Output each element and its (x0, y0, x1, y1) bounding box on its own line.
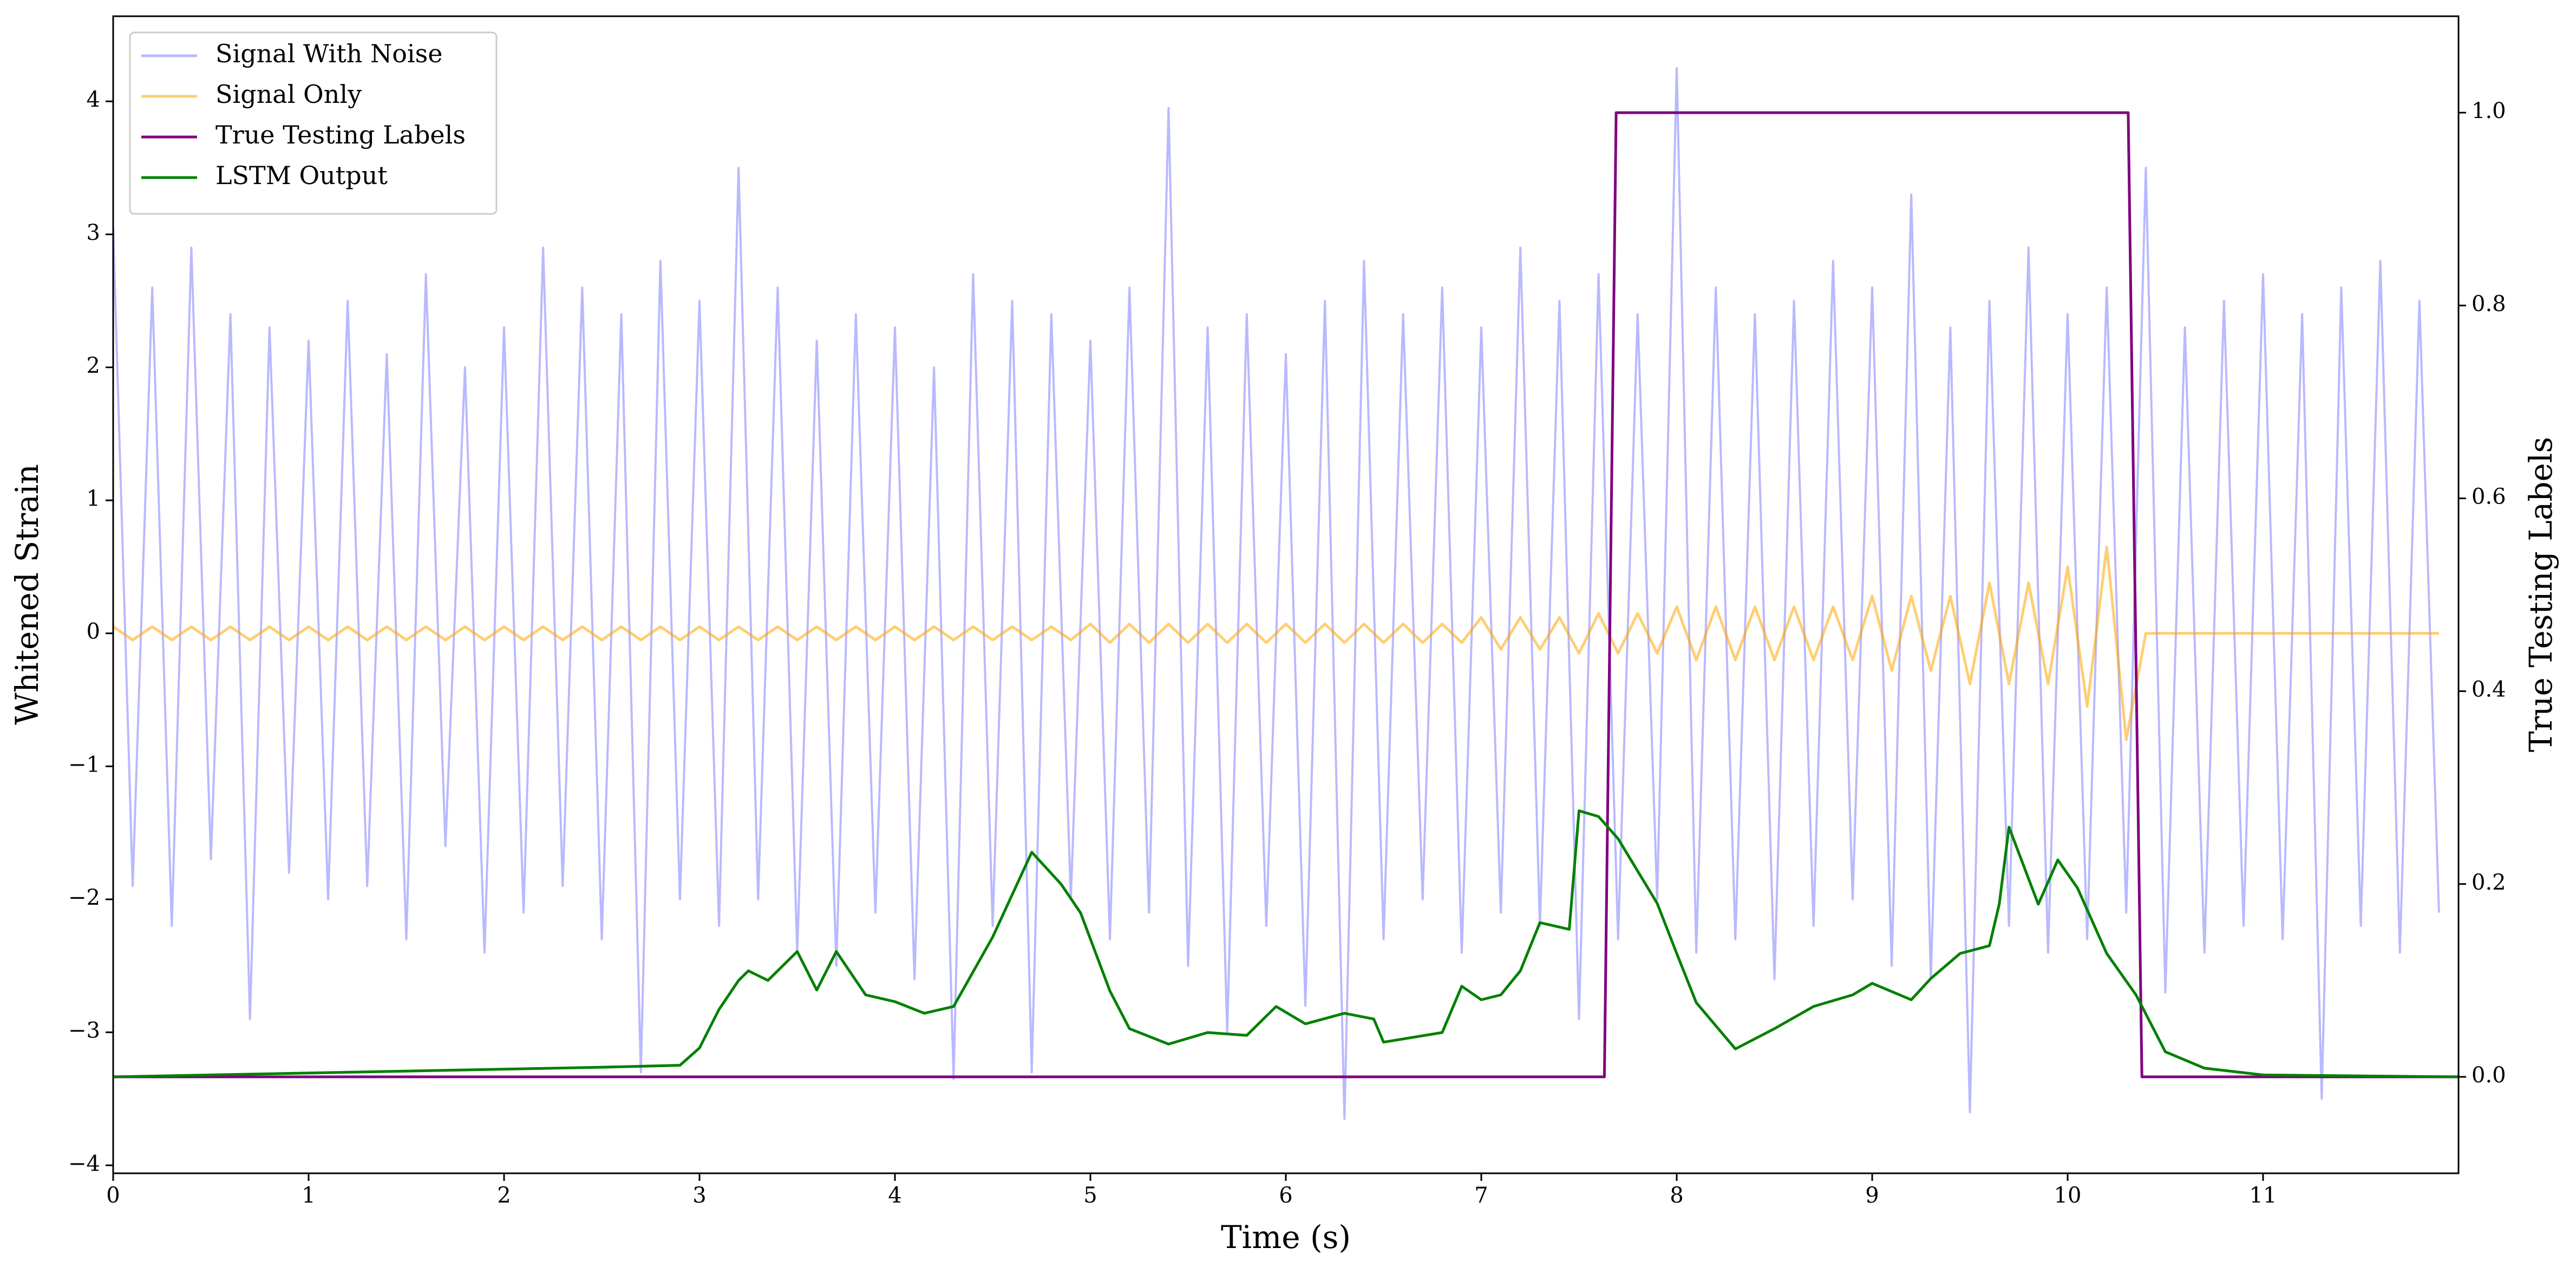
x-tick-label: 3 (692, 1183, 706, 1208)
y2-tick-label: 0.8 (2472, 291, 2506, 316)
x-tick-label: 6 (1279, 1183, 1292, 1208)
x-tick-label: 8 (1670, 1183, 1683, 1208)
y-tick-label: −3 (68, 1018, 100, 1043)
y2-tick-label: 0.4 (2472, 677, 2506, 702)
x-tick-label: 0 (106, 1183, 120, 1208)
series-line (113, 545, 2439, 741)
x-tick-label: 9 (1865, 1183, 1879, 1208)
y2-tick-label: 0.0 (2472, 1063, 2506, 1088)
legend-label: Signal Only (215, 80, 362, 109)
y-axis-title: Whitened Strain (9, 464, 45, 725)
y-tick-label: 3 (87, 220, 100, 245)
y2-axis-title: True Testing Labels (2522, 437, 2559, 752)
x-tick-label: 11 (2250, 1183, 2277, 1208)
legend: Signal With Noise Signal Only True Testing… (129, 31, 498, 215)
x-tick-label: 7 (1474, 1183, 1488, 1208)
legend-label: LSTM Output (215, 161, 388, 190)
y-tick-label: −4 (68, 1151, 100, 1176)
legend-label: Signal With Noise (215, 39, 442, 68)
legend-label: True Testing Labels (215, 120, 466, 149)
series-line (113, 809, 2459, 1079)
y-tick-label: 2 (87, 353, 100, 378)
y2-tick-label: 1.0 (2472, 99, 2506, 123)
y-tick-label: −2 (68, 885, 100, 910)
x-tick-label: 5 (1083, 1183, 1097, 1208)
x-tick-label: 1 (302, 1183, 315, 1208)
y-tick-label: 0 (87, 619, 100, 644)
x-tick-label: 10 (2054, 1183, 2082, 1208)
y2-tick-label: 0.2 (2472, 870, 2506, 895)
x-tick-label: 2 (497, 1183, 511, 1208)
plot-area (113, 67, 2459, 1120)
series-line (113, 111, 2459, 1079)
y-tick-label: 4 (87, 87, 100, 112)
y-tick-label: 1 (87, 486, 100, 511)
x-tick-label: 4 (888, 1183, 901, 1208)
y-tick-label: −1 (68, 752, 100, 777)
series-line (113, 67, 2440, 1120)
legend-box (129, 31, 498, 215)
y2-tick-label: 0.6 (2472, 484, 2506, 509)
x-axis-title: Time (s) (1221, 1219, 1351, 1256)
